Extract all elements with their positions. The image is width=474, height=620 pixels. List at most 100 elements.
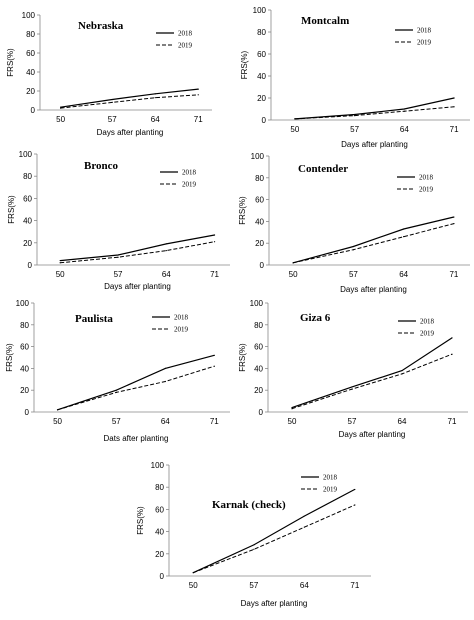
data-point-2019: [403, 110, 405, 112]
chart-title: Nebraska: [78, 20, 124, 32]
x-axis-label: Days after planting: [97, 128, 164, 137]
legend-label: 2018: [182, 169, 197, 177]
chart-panel-2: 0 20 40 60 80 100 50 57 64 71 Days after planting F…: [240, 6, 470, 149]
y-tick-label: 100: [251, 152, 265, 161]
legend-label: 2018: [419, 174, 434, 182]
chart-panel-5: 0 20 40 60 80 100 50 57 64 71 Dats after planting F…: [5, 299, 230, 443]
data-point-2018: [164, 367, 166, 369]
y-tick-label: 80: [20, 321, 29, 330]
series-line-2018: [294, 97, 455, 120]
y-tick-label: 0: [260, 261, 265, 270]
x-tick-label: 71: [449, 270, 458, 279]
chart-title: Bronco: [84, 160, 119, 172]
series-line-2019: [292, 223, 455, 264]
y-tick-label: 100: [253, 6, 267, 15]
data-point-2019: [352, 249, 355, 251]
y-tick-label: 20: [257, 94, 266, 103]
series-line-2019: [60, 241, 215, 264]
legend-label: 2018: [420, 318, 435, 326]
data-point-2019: [403, 236, 405, 238]
y-tick-label: 0: [25, 408, 30, 417]
data-point-2018: [197, 88, 199, 90]
data-point-2018: [213, 234, 216, 236]
y-tick-label: 40: [20, 364, 29, 373]
y-tick-label: 0: [259, 408, 264, 417]
x-tick-label: 57: [348, 417, 357, 426]
data-point-2018: [451, 337, 453, 339]
y-axis-label: FRS(%): [136, 506, 145, 535]
x-tick-label: 57: [114, 270, 123, 279]
y-tick-label: 100: [22, 11, 36, 20]
y-axis-label: FRS(%): [5, 343, 14, 372]
data-point-2018: [291, 407, 293, 409]
chart-panel-3: 0 20 40 60 80 100 50 57 64 71 Days after planting F…: [7, 150, 230, 291]
legend-label: 2018: [323, 474, 338, 482]
series-line-2018: [60, 88, 199, 108]
y-axis-label: FRS(%): [238, 196, 247, 225]
chart-panel-7: 0 20 40 60 80 100 50 57 64 71 Days after planting F…: [136, 461, 371, 608]
data-point-2018: [453, 216, 455, 218]
legend-label: 2019: [417, 39, 432, 47]
y-tick-label: 20: [20, 386, 29, 395]
y-tick-label: 100: [19, 150, 33, 159]
data-point-2018: [403, 228, 405, 230]
series-line-2019: [57, 365, 215, 411]
x-tick-label: 71: [450, 125, 459, 134]
data-point-2019: [192, 572, 194, 574]
x-tick-label: 50: [289, 270, 298, 279]
data-point-2018: [303, 515, 305, 517]
data-point-2018: [165, 243, 167, 245]
y-tick-label: 20: [254, 386, 263, 395]
x-tick-label: 50: [189, 581, 198, 590]
series-line-2019: [193, 504, 356, 574]
data-point-2018: [351, 386, 353, 388]
x-tick-label: 64: [151, 115, 160, 124]
y-tick-label: 80: [155, 483, 164, 492]
y-tick-label: 60: [254, 343, 263, 352]
chart-panel-4: 0 20 40 60 80 100 50 57 64 71 Days after planting F…: [238, 152, 470, 294]
x-axis-label: Days after planting: [341, 140, 408, 149]
x-axis-label: Days after planting: [339, 430, 406, 439]
x-tick-label: 64: [161, 417, 170, 426]
y-tick-label: 60: [155, 505, 164, 514]
y-tick-label: 100: [16, 299, 30, 308]
data-point-2019: [291, 408, 293, 410]
x-tick-label: 50: [56, 115, 65, 124]
data-point-2019: [117, 256, 119, 258]
y-tick-label: 60: [20, 343, 29, 352]
chart-title: Contender: [298, 163, 348, 175]
y-tick-label: 40: [254, 364, 263, 373]
series-line-2018: [192, 488, 356, 574]
data-point-2018: [117, 254, 119, 256]
data-point-2019: [213, 241, 216, 243]
x-axis-label: Days after planting: [241, 599, 308, 608]
chart-title: Montcalm: [301, 15, 349, 27]
data-point-2019: [60, 107, 62, 109]
x-tick-label: 50: [290, 125, 299, 134]
data-point-2019: [59, 262, 61, 264]
x-tick-label: 64: [162, 270, 171, 279]
y-tick-label: 80: [26, 30, 35, 39]
legend-label: 2019: [182, 181, 197, 189]
data-point-2018: [401, 369, 403, 372]
legend-label: 2019: [178, 42, 193, 50]
chart-panel-1: 0 20 40 60 80 100 50 57 64 71 Days after planting F…: [6, 11, 212, 137]
series-line-2018: [57, 354, 215, 411]
x-tick-label: 71: [448, 417, 457, 426]
data-point-2018: [213, 354, 215, 356]
data-point-2018: [59, 259, 61, 262]
x-tick-label: 57: [112, 417, 121, 426]
y-tick-label: 40: [257, 72, 266, 81]
x-tick-label: 71: [210, 270, 219, 279]
legend-label: 2019: [420, 330, 435, 338]
y-axis-label: FRS(%): [6, 48, 15, 77]
legend-label: 2019: [174, 326, 189, 334]
x-tick-label: 71: [350, 581, 359, 590]
y-tick-label: 20: [26, 87, 35, 96]
data-point-2018: [60, 106, 62, 108]
x-tick-label: 64: [400, 125, 409, 134]
chart-panel-6: 0 20 40 60 80 100 50 57 64 71 Days after planting F…: [238, 299, 468, 439]
chart-title: Paulista: [75, 313, 113, 325]
x-tick-label: 50: [288, 417, 297, 426]
